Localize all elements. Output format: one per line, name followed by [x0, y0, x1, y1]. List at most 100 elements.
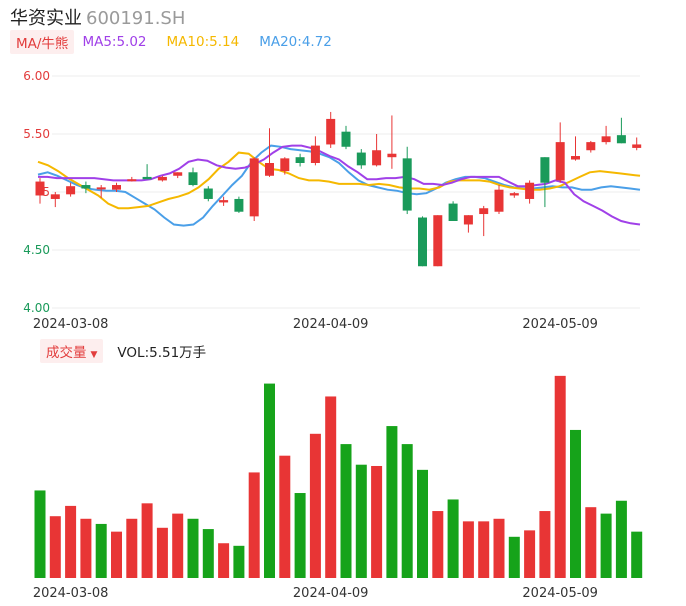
candle-body	[203, 188, 213, 199]
candle-body	[540, 157, 550, 183]
ma-legend: MA/牛熊 MA5:5.02 MA10:5.14 MA20:4.72	[10, 30, 352, 54]
candle-body	[479, 208, 489, 215]
stock-name: 华资实业	[10, 8, 82, 29]
volume-bar	[233, 545, 245, 578]
volume-x-tick-label: 2024-03-08	[33, 586, 109, 601]
volume-bar	[615, 500, 627, 578]
ma5-label: MA5:5.02	[82, 34, 147, 50]
volume-x-tick-label: 2024-05-09	[522, 586, 598, 601]
candle-body	[356, 152, 366, 166]
ma20-line	[37, 144, 641, 227]
volume-bar	[432, 511, 444, 578]
candle-body	[142, 176, 152, 180]
volume-tab[interactable]: 成交量 ▼	[40, 339, 104, 363]
candle-body	[418, 217, 427, 267]
candle-body	[219, 200, 229, 203]
volume-bar	[141, 503, 153, 578]
candle-body	[127, 179, 137, 182]
volume-bar	[386, 426, 398, 578]
candle-body	[295, 157, 305, 163]
volume-bar	[264, 383, 275, 578]
candle-body	[157, 176, 167, 181]
volume-bar	[202, 529, 214, 578]
stock-code: 600191.SH	[86, 8, 186, 29]
volume-bar	[340, 444, 352, 578]
volume-bar	[539, 511, 551, 578]
candle-body	[81, 185, 91, 189]
volume-bar	[218, 543, 230, 578]
ma20-label: MA20:4.72	[259, 34, 332, 50]
candle-body	[173, 172, 183, 176]
volume-bar	[279, 455, 291, 578]
volume-bar	[126, 518, 138, 578]
volume-bar	[248, 472, 260, 578]
candle-body	[35, 181, 45, 196]
volume-bar	[508, 536, 520, 578]
candle-body	[66, 186, 76, 195]
candle-body	[463, 215, 473, 225]
volume-bar	[95, 523, 107, 578]
y-tick-label: 6.00	[23, 69, 50, 83]
y-tick-label: 5.50	[23, 127, 50, 141]
volume-bar	[417, 469, 428, 578]
volume-bar	[371, 465, 383, 578]
candle-body	[249, 158, 259, 217]
volume-bar	[524, 530, 536, 578]
candle-body	[494, 189, 504, 212]
volume-legend: 成交量 ▼ VOL:5.51万手	[40, 339, 207, 363]
caret-down-icon: ▼	[90, 350, 98, 360]
candle-body	[632, 144, 642, 148]
volume-bar	[401, 444, 413, 578]
volume-bar	[309, 433, 321, 578]
ma10-label: MA10:5.14	[166, 34, 240, 50]
y-tick-label: 4.00	[23, 301, 50, 315]
volume-bar	[570, 429, 581, 578]
volume-bar	[187, 518, 199, 578]
candle-body	[112, 185, 121, 190]
candle-body	[341, 131, 351, 147]
indicator-tab[interactable]: MA/牛熊	[10, 30, 75, 54]
volume-bar	[493, 518, 505, 578]
ma10-line	[37, 151, 641, 210]
volume-bar	[600, 513, 612, 578]
candle-body	[387, 153, 397, 158]
candle-body	[601, 136, 611, 143]
volume-value: VOL:5.51万手	[117, 345, 207, 361]
volume-bar	[49, 516, 61, 578]
y-tick-label: 4.50	[23, 243, 50, 257]
volume-bar	[65, 505, 77, 578]
volume-bar	[111, 531, 122, 578]
candle-body	[234, 198, 244, 212]
candle-body	[555, 142, 565, 181]
candle-body	[433, 215, 443, 267]
candle-body	[402, 158, 412, 211]
candle-body	[96, 187, 106, 190]
volume-bar	[462, 521, 474, 578]
volume-bar	[554, 375, 566, 578]
y-tick-label: 5	[42, 185, 50, 199]
candle-body	[525, 182, 535, 199]
volume-bar	[34, 490, 46, 578]
candle-body	[586, 142, 596, 151]
candle-body	[509, 193, 519, 196]
ma5-line	[38, 144, 641, 226]
candle-body	[571, 156, 580, 160]
volume-bar	[156, 527, 168, 578]
candle-body	[616, 135, 626, 144]
volume-bar	[172, 513, 184, 578]
candle-body	[372, 150, 382, 166]
candle-body	[326, 118, 336, 145]
volume-tab-label: 成交量	[46, 345, 87, 361]
x-tick-label: 2024-04-09	[293, 317, 369, 332]
volume-bar	[478, 521, 490, 578]
volume-bar	[80, 518, 92, 578]
x-tick-label: 2024-03-08	[33, 317, 109, 332]
volume-bar	[447, 499, 459, 578]
stock-title: 华资实业 600191.SH	[10, 4, 185, 30]
x-tick-label: 2024-05-09	[522, 317, 598, 332]
candle-body	[280, 158, 290, 172]
candle-body	[188, 172, 198, 186]
volume-x-tick-label: 2024-04-09	[293, 586, 369, 601]
volume-bar	[294, 493, 306, 578]
